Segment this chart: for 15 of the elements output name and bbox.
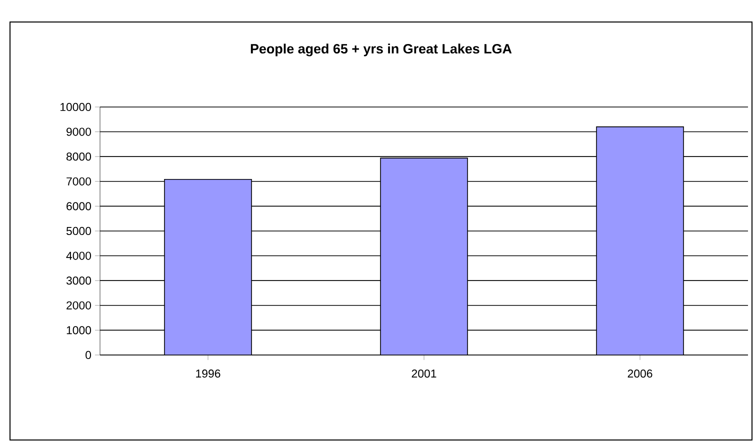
y-tick-label: 1000 (66, 326, 92, 334)
x-tick-label: 2001 (412, 370, 436, 378)
y-tick-label: 7000 (66, 177, 92, 186)
x-tick-label: 2006 (628, 370, 652, 378)
y-tick-label: 5000 (66, 226, 92, 236)
y-tick-label: 2000 (66, 301, 92, 310)
y-tick-label: 0 (86, 350, 92, 360)
chart-title: People aged 65 + yrs in Great Lakes LGA (250, 44, 512, 56)
y-tick-label: 8000 (66, 152, 92, 161)
y-tick-label: 10000 (60, 102, 92, 112)
y-tick-label: 3000 (66, 276, 92, 285)
y-tick-label: 6000 (66, 202, 92, 210)
x-tick-label: 1996 (196, 370, 220, 378)
y-tick-label: 9000 (66, 128, 92, 136)
y-tick-label: 4000 (66, 252, 92, 260)
